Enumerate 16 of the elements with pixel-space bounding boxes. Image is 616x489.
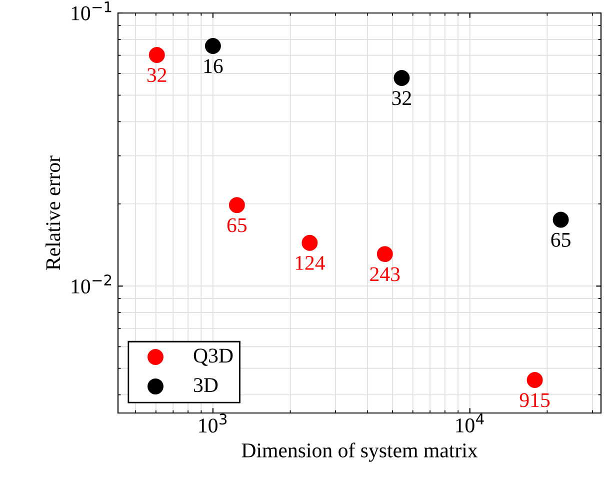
x-tick-label: 10$^{4}$ <box>456 414 484 432</box>
annotation: 65 <box>227 218 247 232</box>
annotation: 243 <box>370 267 400 282</box>
legend-label: Q3D <box>194 348 233 366</box>
annotation: 65 <box>551 232 570 247</box>
annotation: 32 <box>392 91 411 106</box>
legend-label: 3D <box>194 378 218 392</box>
x-axis-title: Dimension of system matrix <box>242 442 478 462</box>
annotation: 16 <box>204 59 223 74</box>
annotation: 124 <box>296 256 325 270</box>
annotation: 32 <box>147 68 166 82</box>
y-tick-label: 10$^{−1}$ <box>72 2 112 20</box>
x-tick-label: 10$^{3}$ <box>199 414 227 433</box>
y-tick-label: 10$^{−2}$ <box>72 274 112 294</box>
annotation: 915 <box>520 393 550 408</box>
y-axis-title: Relative error <box>46 156 60 270</box>
